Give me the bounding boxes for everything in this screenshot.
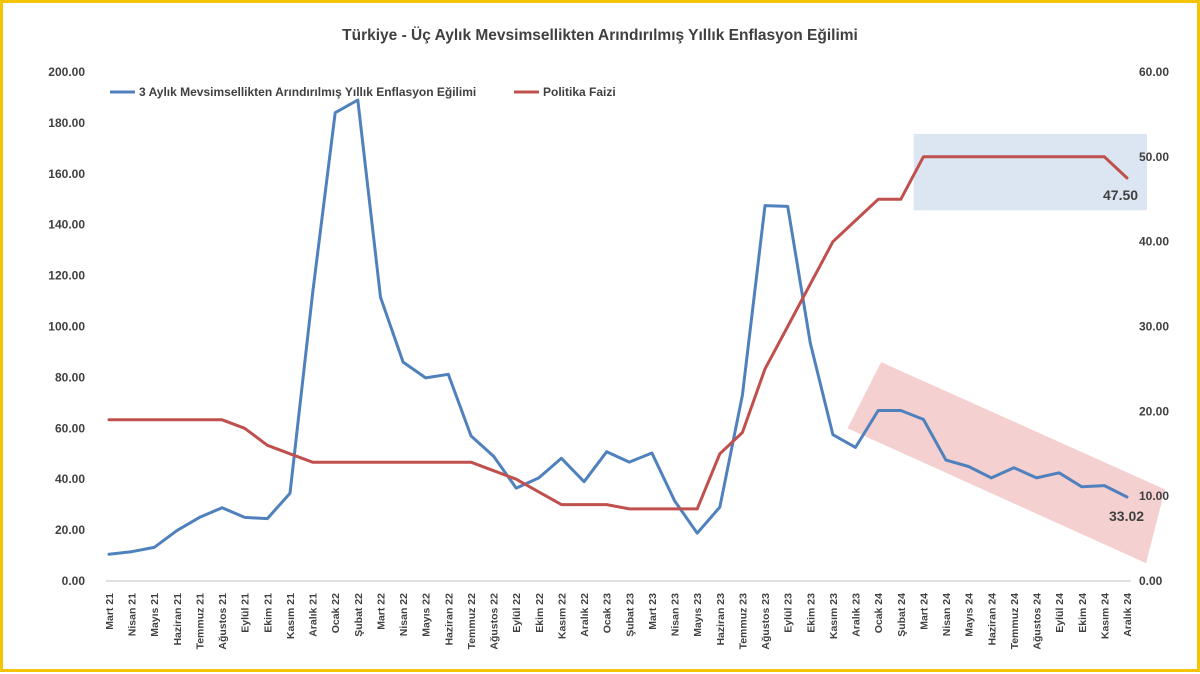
x-tick-label: Ocak 22 — [330, 593, 342, 633]
x-tick-label: Mart 21 — [104, 593, 116, 630]
x-tick-label: Mart 23 — [647, 593, 659, 630]
x-tick-label: Şubat 22 — [353, 593, 365, 637]
x-tick-label: Ekim 21 — [262, 593, 274, 633]
x-tick-label: Şubat 23 — [624, 593, 636, 637]
annotation-last-policy-rate: 47.50 — [1103, 187, 1138, 203]
x-tick-label: Ocak 24 — [873, 593, 885, 633]
y-left-tick-label: 0.00 — [62, 574, 86, 588]
x-tick-label: Temmuz 24 — [1009, 593, 1021, 650]
x-tick-label: Mayıs 24 — [964, 593, 976, 637]
highlight-box-policy-plateau — [913, 133, 1147, 211]
chart-title: Türkiye - Üç Aylık Mevsimsellikten Arınd… — [342, 27, 858, 44]
y-left-tick-label: 60.00 — [55, 421, 85, 435]
y-right-tick-label: 50.00 — [1139, 150, 1169, 164]
x-tick-label: Kasım 21 — [285, 593, 297, 639]
y-left-tick-label: 140.00 — [48, 218, 85, 232]
x-tick-label: Aralık 22 — [579, 593, 591, 637]
y-left-tick-label: 100.00 — [48, 320, 85, 334]
x-tick-label: Ağustos 24 — [1032, 593, 1044, 650]
x-tick-label: Mayıs 22 — [421, 593, 433, 637]
x-tick-label: Kasım 23 — [828, 593, 840, 639]
x-tick-label: Haziran 23 — [715, 593, 727, 646]
y-left-tick-label: 120.00 — [48, 269, 85, 283]
x-tick-label: Şubat 24 — [896, 593, 908, 637]
x-tick-label: Ekim 24 — [1077, 593, 1089, 633]
series-line-inflation — [107, 98, 1129, 556]
highlight-band-disinflation — [847, 362, 1165, 564]
x-tick-label: Temmuz 23 — [737, 593, 749, 650]
x-tick-label: Eylül 21 — [240, 593, 252, 633]
x-tick-label: Eylül 24 — [1054, 593, 1066, 633]
x-tick-label: Eylül 22 — [511, 593, 523, 633]
y-left-tick-label: 180.00 — [48, 116, 85, 130]
x-tick-label: Nisan 24 — [941, 593, 953, 636]
y-right-tick-label: 10.00 — [1139, 489, 1169, 503]
x-tick-label: Haziran 21 — [172, 593, 184, 646]
x-tick-label: Mayıs 23 — [692, 593, 704, 637]
x-tick-label: Ağustos 23 — [760, 593, 772, 650]
x-tick-label: Ağustos 22 — [489, 593, 501, 650]
legend-label-inflation: 3 Aylık Mevsimsellikten Arındırılmış Yıl… — [139, 85, 476, 99]
annotation-last-inflation: 33.02 — [1109, 508, 1144, 524]
y-left-tick-label: 160.00 — [48, 167, 85, 181]
y-right-tick-label: 40.00 — [1139, 235, 1169, 249]
x-tick-label: Mart 22 — [375, 593, 387, 630]
x-tick-label: Mart 24 — [918, 593, 930, 630]
x-tick-label: Aralık 24 — [1122, 593, 1134, 637]
y-right-tick-label: 30.00 — [1139, 320, 1169, 334]
x-tick-label: Kasım 22 — [556, 593, 568, 639]
x-tick-label: Haziran 24 — [986, 593, 998, 646]
y-left-tick-label: 20.00 — [55, 523, 85, 537]
y-right-tick-label: 20.00 — [1139, 404, 1169, 418]
series-line-policy-rate — [107, 155, 1129, 511]
legend-label-policy-rate: Politika Faizi — [543, 85, 616, 99]
x-tick-label: Eylül 23 — [783, 593, 795, 633]
chart: Türkiye - Üç Aylık Mevsimsellikten Arınd… — [48, 27, 1169, 650]
y-right-tick-label: 60.00 — [1139, 65, 1169, 79]
x-tick-label: Ekim 22 — [534, 593, 546, 633]
y-right-tick-label: 0.00 — [1139, 574, 1163, 588]
x-tick-label: Nisan 23 — [670, 593, 682, 636]
y-left-tick-label: 40.00 — [55, 472, 85, 486]
x-tick-label: Temmuz 21 — [194, 593, 206, 650]
x-tick-label: Nisan 21 — [127, 593, 139, 636]
y-left-tick-label: 80.00 — [55, 370, 85, 384]
x-tick-label: Ocak 23 — [602, 593, 614, 633]
x-tick-label: Temmuz 22 — [466, 593, 478, 650]
x-tick-label: Nisan 22 — [398, 593, 410, 636]
x-tick-label: Ekim 23 — [805, 593, 817, 633]
x-tick-label: Ağustos 21 — [217, 593, 229, 650]
x-tick-label: Kasım 24 — [1099, 593, 1111, 639]
x-tick-label: Aralık 21 — [308, 593, 320, 637]
y-left-tick-label: 200.00 — [48, 65, 85, 79]
x-tick-label: Mayıs 21 — [149, 593, 161, 637]
x-tick-label: Haziran 22 — [443, 593, 455, 646]
x-tick-label: Aralık 23 — [851, 593, 863, 637]
